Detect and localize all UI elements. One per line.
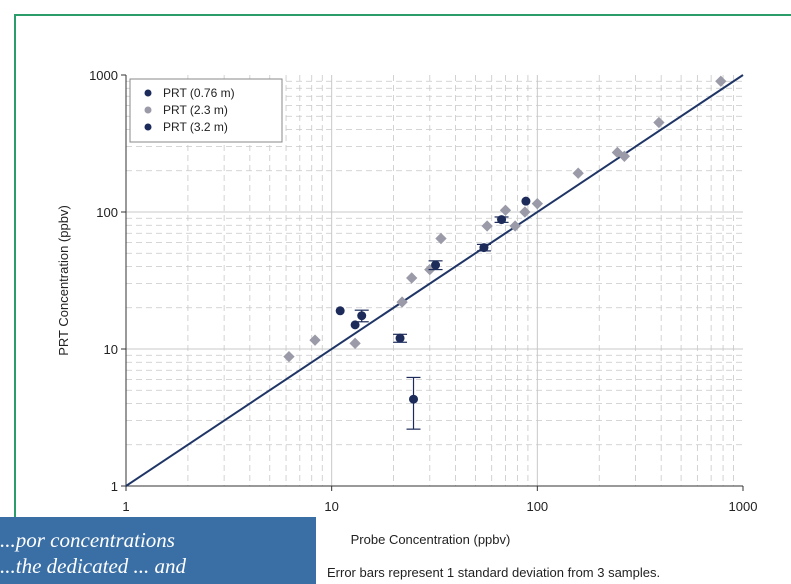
one-to-one-line	[125, 74, 744, 487]
x-tick-label: 100	[526, 499, 548, 514]
legend-marker	[144, 89, 152, 97]
data-point	[395, 333, 405, 343]
y-axis-label: PRT Concentration (ppbv)	[56, 205, 71, 356]
legend-marker	[144, 106, 152, 114]
data-point	[350, 320, 360, 330]
legend-box	[129, 78, 283, 143]
data-point	[435, 232, 447, 245]
data-point	[519, 206, 531, 218]
x-axis-label: Probe Concentration (ppbv)	[351, 532, 511, 547]
y-tick-label: 1	[111, 479, 118, 494]
data-point	[309, 334, 321, 346]
data-point	[409, 394, 419, 404]
data-point	[531, 198, 543, 210]
x-tick-label: 10	[324, 499, 338, 514]
y-tick-label: 10	[104, 342, 118, 357]
data-point	[335, 306, 345, 316]
data-point	[499, 204, 512, 216]
data-point	[521, 196, 531, 206]
x-tick-label: 1	[122, 499, 129, 514]
caption-text: ...por concentrations ...the dedicated .…	[0, 528, 187, 578]
legend-label: PRT (3.2 m)	[163, 120, 228, 134]
data-point	[357, 311, 367, 321]
data-point	[431, 260, 441, 270]
data-point	[618, 150, 631, 162]
legend-label: PRT (2.3 m)	[163, 103, 228, 117]
legend-label: PRT (0.76 m)	[163, 86, 235, 100]
data-point	[349, 337, 361, 349]
data-point	[283, 350, 295, 363]
footnote: Error bars represent 1 standard deviatio…	[327, 565, 661, 580]
data-point	[479, 243, 489, 253]
y-tick-label: 100	[96, 205, 118, 220]
data-point	[396, 296, 408, 308]
figure-frame	[14, 14, 791, 584]
data-point	[406, 272, 418, 284]
data-point	[497, 215, 507, 225]
caption-box: ...por concentrations ...the dedicated .…	[0, 517, 316, 584]
x-tick-label: 1000	[729, 499, 758, 514]
legend-marker	[144, 123, 152, 131]
data-point	[572, 167, 584, 179]
data-point	[481, 220, 493, 232]
y-tick-label: 1000	[89, 68, 118, 83]
